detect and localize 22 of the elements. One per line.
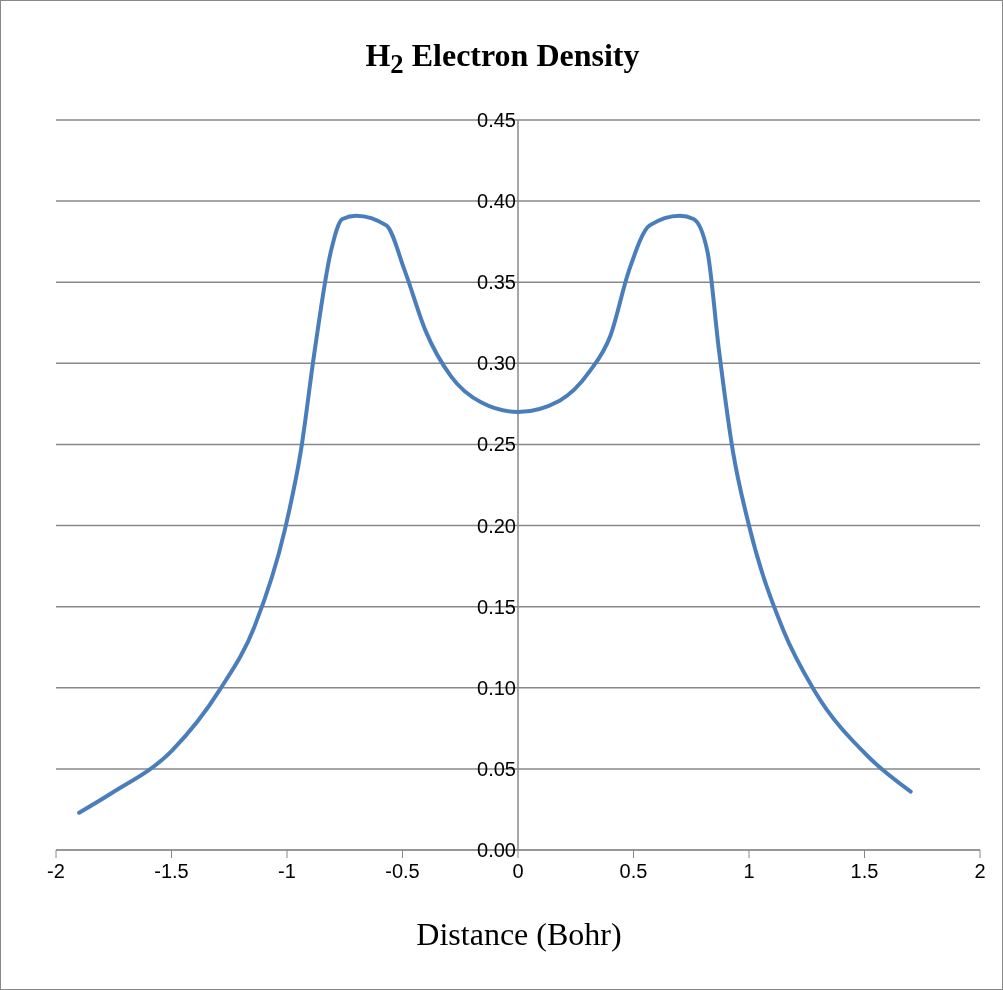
line-series bbox=[77, 213, 913, 815]
y-tick-label: 0.10 bbox=[477, 676, 516, 699]
x-tick-label: 0.5 bbox=[619, 860, 648, 883]
y-tick-label: 0.30 bbox=[477, 352, 516, 375]
x-tick-label: 1.5 bbox=[850, 860, 879, 883]
x-tick-label: -1.5 bbox=[154, 860, 189, 883]
y-tick-label: 0.40 bbox=[477, 190, 516, 213]
y-tick-label: 0.00 bbox=[477, 839, 516, 861]
y-tick-label: 0.20 bbox=[477, 514, 516, 537]
y-tick-label: 0.25 bbox=[477, 433, 516, 456]
chart-title: H$_{2}$ Electron Density bbox=[364, 37, 641, 81]
y-tick-label: 0.05 bbox=[477, 757, 516, 780]
x-tick-label: -0.5 bbox=[385, 860, 420, 883]
x-tick-label: 0 bbox=[512, 860, 524, 883]
y-tick-label: 0.35 bbox=[477, 271, 516, 294]
x-tick-label: -2 bbox=[47, 860, 65, 883]
x-tick-label: 1 bbox=[743, 860, 755, 883]
x-tick-label: 2 bbox=[974, 860, 986, 883]
x-tick-label: -1 bbox=[278, 860, 296, 883]
x-axis-title: Distance (Bohr) bbox=[415, 916, 623, 953]
y-tick-label: 0.15 bbox=[477, 595, 516, 618]
y-tick-label: 0.45 bbox=[477, 109, 516, 131]
